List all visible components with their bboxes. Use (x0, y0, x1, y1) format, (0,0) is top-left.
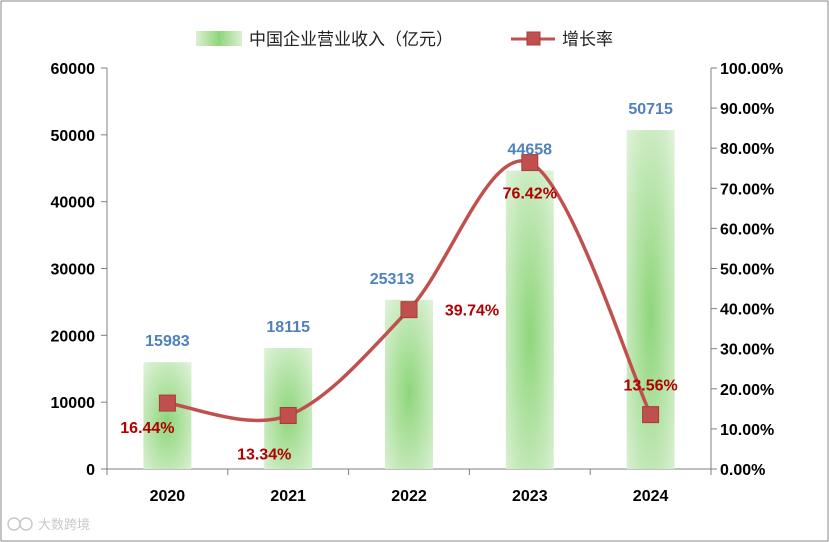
y-left-tick-label: 30000 (51, 262, 96, 279)
legend-bar-swatch (196, 31, 242, 46)
growth-marker (158, 394, 176, 412)
revenue-value-label: 15983 (145, 333, 190, 350)
y-right-tick-label: 60.00% (720, 221, 774, 238)
watermark: 大数跨境 (7, 517, 90, 533)
x-tick-label: 2020 (150, 488, 186, 505)
legend: 中国企业营业收入（亿元） 增长率 (196, 30, 613, 50)
revenue-value-label: 44658 (508, 142, 553, 159)
y-right-tick-label: 0.00% (720, 462, 765, 479)
legend-line-label: 增长率 (562, 30, 613, 50)
watermark-text: 大数跨境 (38, 518, 90, 533)
y-right-tick-label: 50.00% (720, 262, 774, 279)
growth-rate-label: 13.56% (623, 378, 677, 395)
y-left-tick-label: 50000 (51, 128, 96, 145)
y-right-tick-label: 90.00% (720, 101, 774, 118)
y-left-tick-label: 10000 (51, 395, 96, 412)
growth-rate-label: 76.42% (503, 186, 557, 203)
x-tick-label: 2022 (391, 488, 427, 505)
revenue-value-label: 18115 (266, 319, 310, 336)
growth-marker (521, 154, 539, 172)
revenue-value-label: 50715 (628, 101, 673, 118)
axes: 0 10000 20000 30000 40000 50000 60000 0.00% 10.0… (51, 61, 784, 505)
x-tick-label: 2021 (270, 488, 306, 505)
growth-marker (642, 406, 660, 424)
y-right-tick-label: 80.00% (720, 141, 774, 158)
revenue-bar (505, 170, 554, 469)
revenue-bar (143, 362, 192, 469)
logo-icon (7, 517, 33, 531)
x-tick-label: 2024 (633, 488, 669, 505)
y-left-tick-label: 20000 (51, 328, 96, 345)
y-left-tick-label: 40000 (51, 195, 96, 212)
growth-rate-label: 16.44% (120, 420, 174, 437)
data-labels: 15983 18115 25313 44658 50715 16.44% 13.34% 39.… (120, 101, 677, 463)
growth-line (167, 159, 653, 423)
legend-bar-label: 中国企业营业收入（亿元） (249, 30, 453, 50)
y-right-tick-label: 40.00% (720, 302, 774, 319)
growth-marker (279, 407, 297, 425)
y-left-tick-label: 60000 (51, 61, 96, 78)
y-right-tick-label: 30.00% (720, 342, 774, 359)
growth-rate-label: 13.34% (237, 447, 291, 464)
x-tick-label: 2023 (512, 488, 548, 505)
y-right-tick-label: 70.00% (720, 181, 774, 198)
legend-line-marker (526, 31, 541, 46)
growth-marker (400, 301, 418, 319)
y-right-tick-label: 20.00% (720, 382, 774, 399)
y-left-tick-label: 0 (86, 462, 95, 479)
growth-line-layer (158, 154, 660, 425)
revenue-value-label: 25313 (370, 271, 415, 288)
y-right-tick-label: 100.00% (720, 61, 783, 78)
growth-rate-label: 39.74% (445, 303, 499, 320)
y-right-tick-label: 10.00% (720, 422, 774, 439)
